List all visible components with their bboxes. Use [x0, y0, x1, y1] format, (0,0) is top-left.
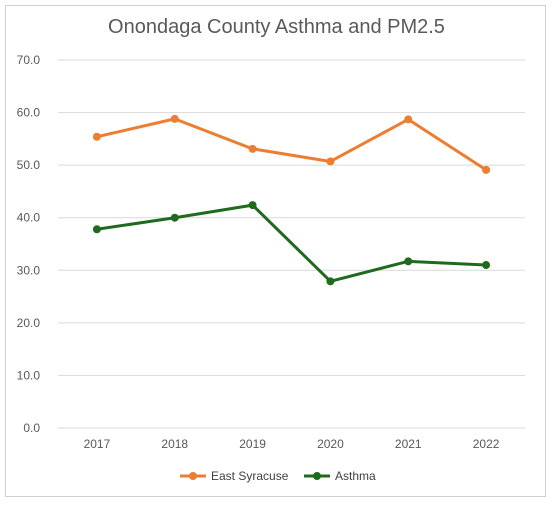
- data-point-east-syracuse: [248, 144, 257, 153]
- y-tick-label: 70.0: [17, 53, 41, 67]
- grid-layer: [58, 59, 525, 429]
- y-tick-label: 20.0: [17, 316, 41, 330]
- x-tick-label: 2017: [84, 437, 111, 451]
- series-line-east-syracuse: [95, 117, 488, 172]
- data-point-east-syracuse: [170, 114, 179, 123]
- legend-swatch-marker-asthma: [313, 472, 321, 480]
- legend-swatch-marker-east-syracuse: [189, 472, 197, 480]
- x-tick-label: 2020: [317, 437, 344, 451]
- data-point-east-syracuse: [482, 165, 491, 174]
- legend: East Syracuse Asthma: [180, 469, 376, 483]
- x-tick-label: 2018: [161, 437, 188, 451]
- x-axis-tick-labels: 2017 2018 2019 2020 2021 2022: [84, 437, 500, 451]
- y-tick-label: 40.0: [17, 211, 41, 225]
- y-axis-tick-labels: 0.0 10.0 20.0 30.0 40.0 50.0 60.0 70.0: [17, 53, 41, 435]
- y-tick-label: 50.0: [17, 158, 41, 172]
- data-point-asthma: [482, 261, 491, 270]
- data-point-asthma: [248, 201, 257, 210]
- legend-label-asthma: Asthma: [335, 469, 376, 483]
- x-tick-label: 2022: [473, 437, 500, 451]
- x-tick-label: 2021: [395, 437, 422, 451]
- series-layer: [92, 114, 491, 286]
- series-line-asthma: [95, 203, 488, 283]
- chart-title: Onondaga County Asthma and PM2.5: [108, 16, 445, 38]
- y-tick-label: 30.0: [17, 263, 41, 277]
- data-point-east-syracuse: [404, 115, 413, 124]
- data-point-east-syracuse: [92, 132, 101, 141]
- data-point-asthma: [170, 213, 179, 222]
- chart-frame: [5, 5, 546, 497]
- y-tick-label: 60.0: [17, 106, 41, 120]
- y-tick-label: 10.0: [17, 368, 41, 382]
- legend-label-east-syracuse: East Syracuse: [211, 469, 289, 483]
- data-point-east-syracuse: [326, 157, 335, 166]
- y-tick-label: 0.0: [23, 421, 40, 435]
- data-point-asthma: [92, 225, 101, 234]
- data-point-asthma: [404, 257, 413, 266]
- x-tick-label: 2019: [239, 437, 266, 451]
- data-point-asthma: [326, 277, 335, 286]
